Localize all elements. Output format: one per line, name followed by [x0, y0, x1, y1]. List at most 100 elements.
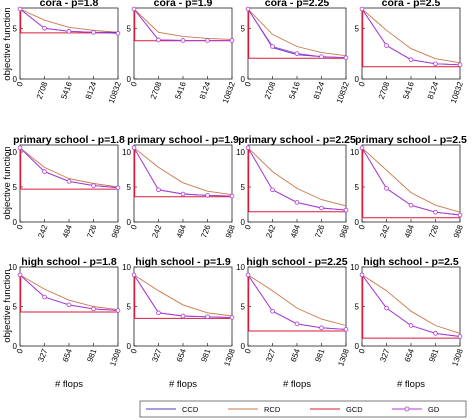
x-tick-label: 242 [378, 223, 391, 239]
y-tick-label: 0 [355, 218, 360, 227]
series-point-gd [245, 145, 251, 151]
x-tick-label: 0 [357, 347, 367, 355]
y-tick-label: 10 [8, 263, 17, 272]
x-axis-label: # flops [283, 379, 311, 390]
x-tick-label: 5416 [287, 80, 302, 100]
y-tick-label: 10 [122, 148, 131, 157]
series-line-rcd [133, 8, 233, 40]
y-tick-label: 0 [241, 218, 246, 227]
x-tick-label: 1308 [336, 347, 351, 367]
x-tick-label: 968 [338, 223, 351, 239]
x-tick-label: 484 [175, 223, 188, 239]
x-tick-label: 968 [224, 223, 237, 239]
series-line-rcd [361, 8, 461, 64]
y-tick-label: 5 [241, 303, 246, 312]
series-line-rcd [19, 8, 119, 33]
x-tick-label: 1308 [108, 347, 123, 367]
subplot-9: high school - p=1.8 0 5 10 0 327 654 981 1308 [8, 256, 123, 367]
series-line-ccd [133, 274, 233, 319]
x-tick-label: 0 [243, 347, 253, 355]
y-tick-label: 5 [355, 24, 360, 33]
series-point-gd [457, 212, 463, 218]
legend: CCD RCD GCD GD [139, 400, 467, 418]
y-tick-label: 5 [355, 303, 360, 312]
x-tick-label: 8124 [426, 80, 441, 100]
x-tick-label: 726 [85, 223, 98, 239]
axes-box [361, 266, 461, 347]
series-point-gd [66, 29, 72, 34]
series-line-ccd [133, 8, 232, 41]
subplot-title: primary school - p=2.25 [238, 134, 356, 146]
series-point-gd [294, 51, 300, 56]
series-point-gd [205, 193, 210, 198]
series-line-ccd [247, 8, 347, 59]
y-tick-label: 0 [241, 342, 246, 351]
series-line-rcd [247, 8, 347, 57]
x-tick-label: 2708 [35, 80, 50, 100]
y-tick-label: 10 [350, 148, 359, 157]
x-tick-label: 726 [427, 223, 440, 239]
x-tick-label: 0 [243, 80, 253, 88]
y-tick-label: 0 [127, 342, 132, 351]
x-tick-label: 8124 [84, 80, 99, 100]
subplot-1: cora - p=1.8 0 5 0 2708 5416 8124 10832 [13, 0, 124, 105]
y-tick-label: 10 [8, 148, 17, 157]
subplot-7: primary school - p=2.25 0 5 10 0 242 484 726 968 [236, 134, 356, 239]
series-point-gd [384, 43, 389, 48]
series-point-gd [91, 306, 96, 312]
axes-box [247, 144, 347, 223]
y-tick-label: 5 [241, 24, 246, 33]
series-point-gd [131, 6, 137, 12]
series-point-gd [433, 209, 438, 215]
series-point-gd [343, 55, 349, 60]
x-tick-label: 1308 [450, 347, 465, 367]
series-point-gd [66, 302, 72, 308]
x-tick-label: 1308 [222, 347, 237, 367]
y-tick-label: 0 [355, 342, 360, 351]
subplot-12: high school - p=2.5 0 5 10 0 327 654 981 1308 [350, 256, 465, 367]
series-point-gd [457, 62, 463, 68]
series-point-gd [384, 305, 389, 311]
subplot-title: primary school - p=1.8 [13, 134, 125, 146]
series-point-gd [180, 313, 186, 319]
x-tick-label: 484 [403, 223, 416, 239]
x-tick-label: 654 [175, 347, 188, 363]
subplot-title: cora - p=2.5 [382, 0, 441, 9]
x-tick-label: 726 [313, 223, 326, 239]
x-tick-label: 981 [85, 347, 98, 363]
series-point-gd [229, 38, 235, 43]
series-point-gd [270, 44, 275, 49]
x-tick-label: 327 [36, 347, 49, 363]
x-tick-label: 242 [150, 223, 163, 239]
x-tick-label: 5416 [173, 80, 188, 100]
x-tick-label: 10832 [221, 80, 237, 105]
series-line-gd [133, 8, 232, 41]
series-point-gd [294, 321, 300, 327]
subplot-4: cora - p=2.5 0 5 0 2708 5416 8124 10832 [355, 0, 466, 105]
series-point-gd [359, 272, 365, 278]
legend-box [139, 400, 467, 418]
series-point-gd [17, 272, 23, 278]
series-point-gd [319, 54, 324, 59]
series-point-gd [180, 191, 186, 197]
x-tick-label: 654 [61, 347, 74, 363]
y-tick-label: 0 [13, 75, 18, 84]
subplot-title: high school - p=2.25 [246, 256, 347, 268]
series-point-gd [343, 207, 349, 213]
axes-box [19, 7, 119, 80]
x-tick-label: 0 [15, 80, 25, 88]
legend-label-gd: GD [428, 405, 440, 414]
series-point-gd [91, 30, 96, 35]
x-tick-label: 10832 [335, 80, 351, 105]
series-point-gd [359, 6, 365, 12]
x-tick-label: 0 [129, 80, 139, 88]
series-point-gd [115, 31, 121, 36]
subplot-10: high school - p=1.9 0 5 10 0 327 654 981 1308 [122, 256, 237, 367]
y-tick-label: 0 [355, 75, 360, 84]
series-point-gd [359, 145, 365, 151]
x-tick-label: 0 [129, 223, 139, 231]
series-point-gd [156, 310, 161, 316]
series-point-gd [42, 169, 47, 174]
y-tick-label: 0 [127, 75, 132, 84]
